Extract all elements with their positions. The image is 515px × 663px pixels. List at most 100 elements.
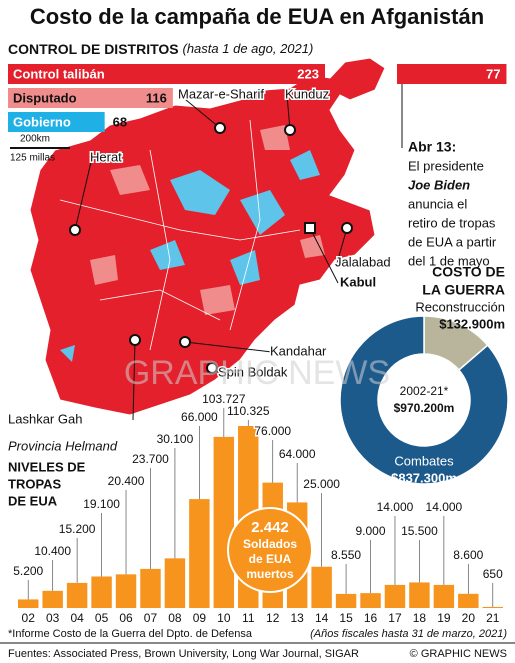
city-label: Kandahar [270,343,327,358]
control-bar [8,64,325,84]
bar-chart-title: NIVELES DE [8,459,86,474]
bar-chart-title: DE EUA [8,493,58,508]
sources: Fuentes: Associated Press, Brown Univers… [8,648,359,660]
bar [66,582,88,608]
bar-value-label: 15.200 [59,522,96,536]
bar-value-label: 64.000 [279,447,316,461]
bar [213,436,235,608]
footnote: *Informe Costo de la Guerra del Dpto. de… [8,628,253,640]
bar-value-label: 14.000 [426,500,463,514]
pie-category: Combates [394,453,454,468]
district-borders [59,119,301,351]
control-value: 68 [113,114,127,129]
map [29,57,386,416]
pie-hole [378,354,470,446]
bar [384,584,406,608]
control-value: 116 [146,90,167,105]
bar [42,590,63,608]
city-leader [132,339,136,421]
control-subtitle: (hasta 1 de ago, 2021) [183,41,314,56]
control-label: Gobierno [13,114,71,129]
x-tick-label: 10 [217,611,231,625]
x-tick-label: 06 [119,611,133,625]
bar-value-label: 25.000 [303,477,340,491]
deaths-text: Soldados [243,537,297,551]
city-marker [284,124,296,136]
bar-value-label: 14.000 [377,500,414,514]
city-marker [179,336,191,348]
pie-total: $970.200m [394,401,455,415]
control-value: 223 [297,66,319,81]
pie-period: 2002-21* [400,384,449,398]
bar-value-label: 8.550 [331,548,361,562]
x-tick-label: 08 [168,611,182,625]
bar-value-label: 30.100 [157,432,194,446]
bar-value-label: 103.727 [202,392,246,406]
footnote-note: (Años fiscales hasta 31 de marzo, 2021) [310,628,507,640]
city-marker [214,122,226,134]
bar-value-label: 650 [483,567,503,581]
bar-value-label: 10.400 [34,544,71,558]
annotation-line: retiro de tropas [408,215,496,230]
city-leader [179,94,221,129]
control-label: Disputado [13,90,77,105]
bar [91,576,112,608]
x-tick-label: 05 [95,611,109,625]
x-tick-label: 07 [144,611,158,625]
x-tick-label: 13 [290,611,304,625]
bar [433,584,455,608]
bar-value-label: 9.000 [356,524,386,538]
credit: © GRAPHIC NEWS [410,648,507,660]
control-title-text: CONTROL DE DISTRITOS [8,41,179,57]
city-label: Spin Boldak [218,364,288,379]
scale-km: 200km [20,134,50,145]
x-tick-label: 02 [22,611,36,625]
bar-value-label: 19.100 [83,497,120,511]
x-tick-label: 11 [242,611,255,625]
city-marker [69,224,81,236]
extra-bar [397,64,507,84]
city-label: Mazar-e-Sharif [178,86,264,101]
bar-value-label: 20.400 [108,474,145,488]
deaths-badge [227,507,313,593]
bar [115,574,137,608]
x-tick-label: 16 [364,611,378,625]
x-tick-label: 12 [266,611,280,625]
pie-value-label: $132.900m [439,316,505,331]
bar-value-label: 23.700 [132,452,169,466]
annotation-line: de EUA a partir [408,234,497,249]
x-tick-label: 15 [339,611,353,625]
bar [482,606,503,608]
annotation-line: El presidente [408,158,484,173]
city-label: Herat [90,149,122,164]
bar [458,593,479,608]
bar [311,566,332,608]
x-tick-label: 14 [315,611,329,625]
x-tick-label: 17 [388,611,402,625]
pie-value-label: $837.300m [391,470,457,485]
city-label: Jalalabad [335,254,391,269]
title: Costo de la campaña de EUA en Afganistán [30,4,484,29]
x-tick-label: 09 [193,611,207,625]
annotation: Abr 13: El presidente Joe Biden anuncia … [408,139,497,269]
annotation-line: anuncia el [408,196,467,211]
scale-miles: 125 millas [10,153,55,164]
annotation-line: Joe Biden [408,177,470,192]
watermark: GRAPHIC NEWS [124,354,390,392]
x-tick-label: 21 [486,611,500,625]
bar [409,582,430,608]
bar-value-label: 66.000 [181,410,218,424]
city-leader [74,157,93,231]
x-tick-label: 03 [46,611,60,625]
bar-chart-title: TROPAS [8,476,62,491]
pie-category: Reconstrucción [415,299,505,314]
pie-title: LA GUERRA [422,282,505,298]
city-marker [304,222,316,234]
country-shape [29,57,386,416]
x-tick-label: 19 [437,611,451,625]
province-label: Provincia Helmand [8,438,118,453]
bar [360,593,381,608]
annotation-line: del 1 de mayo [408,253,490,268]
bar-value-label: 8.600 [453,548,483,562]
control-bar [8,88,173,108]
